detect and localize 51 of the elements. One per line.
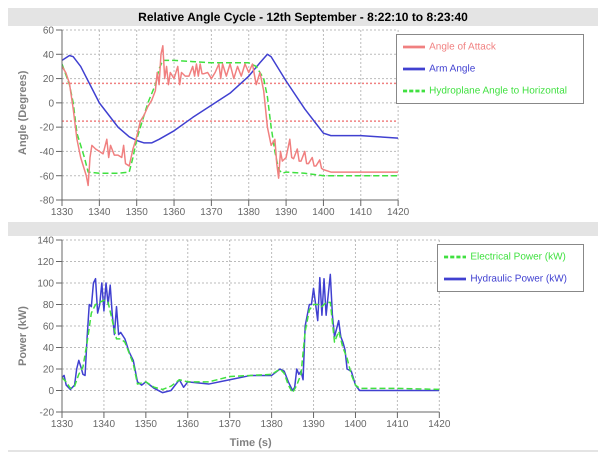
x-tick-label: 1360	[162, 207, 186, 218]
line-series	[62, 274, 440, 394]
chart-title: Relative Angle Cycle - 12th September - 8:22:10 to 8:23:40	[137, 10, 469, 26]
x-tick-label: 1350	[126, 207, 148, 218]
y-tick-label: 20	[42, 74, 54, 86]
line-series	[62, 299, 440, 394]
line-series	[62, 54, 398, 144]
y-tick-label: 60	[42, 322, 54, 333]
y-tick-label: 140	[37, 236, 54, 247]
x-tick-label: 1330	[50, 419, 74, 430]
y-tick-label: 80	[42, 300, 54, 312]
y-tick-label: 100	[37, 278, 54, 290]
y-tick-label: -80	[40, 196, 54, 207]
legend-label: Hydraulic Power (kW)	[470, 274, 567, 285]
x-tick-label: 1330	[50, 207, 74, 218]
y-tick-label: 60	[42, 26, 54, 37]
x-tick-label: 1370	[200, 207, 223, 218]
line-series	[62, 60, 398, 176]
x-tick-label: 1360	[176, 419, 200, 430]
y-tick-label: 40	[42, 343, 54, 354]
legend-label: Electrical Power (kW)	[470, 252, 566, 263]
x-tick-label: 1390	[302, 419, 326, 430]
x-tick-label: 1400	[344, 419, 368, 430]
y-tick-label: -20	[40, 122, 54, 134]
x-tick-label: 1400	[312, 207, 335, 218]
x-tick-label: 1340	[92, 419, 116, 430]
legend-label: Hydroplane Angle to Horizontal	[429, 86, 567, 97]
y-axis-title: Angle (Degrees)	[16, 70, 29, 155]
y-tick-label: 120	[37, 257, 54, 268]
y-tick-label: -60	[40, 171, 54, 182]
y-tick-label: 40	[42, 50, 54, 61]
x-axis-title: Time (s)	[230, 437, 272, 449]
x-tick-label: 1410	[386, 419, 409, 430]
y-tick-label: 20	[42, 364, 54, 376]
legend-label: Angle of Attack	[429, 42, 496, 53]
x-tick-label: 1420	[387, 207, 410, 218]
x-tick-label: 1390	[274, 207, 298, 218]
x-tick-label: 1420	[428, 419, 451, 430]
y-tick-label: 0	[48, 98, 54, 110]
legend-label: Arm Angle	[429, 64, 476, 75]
line-series	[62, 45, 398, 186]
x-tick-label: 1370	[218, 419, 242, 430]
y-tick-label: 0	[48, 386, 54, 398]
x-tick-label: 1340	[88, 207, 111, 218]
y-tick-label: -20	[40, 408, 54, 419]
y-axis-title: Power (kW)	[16, 306, 29, 366]
x-tick-label: 1410	[350, 207, 372, 218]
x-tick-label: 1380	[260, 419, 284, 430]
y-tick-label: -40	[40, 146, 54, 158]
x-tick-label: 1380	[238, 207, 260, 218]
x-tick-label: 1350	[134, 419, 158, 430]
